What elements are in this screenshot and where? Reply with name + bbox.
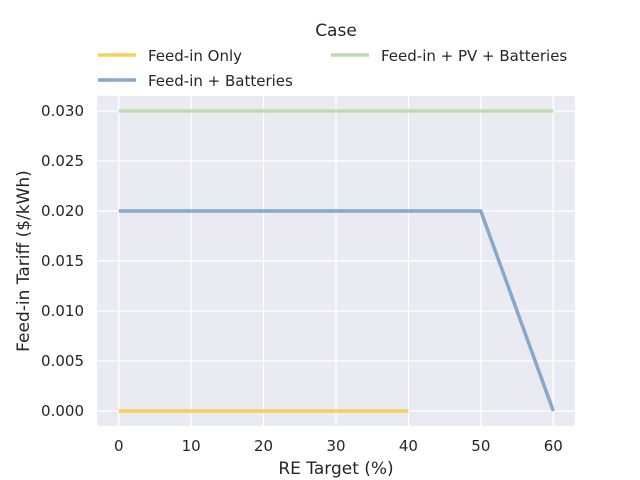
y-tick-label: 0.020 [41,202,84,220]
y-tick-label: 0.010 [41,302,84,320]
y-tick-label: 0.015 [41,252,84,270]
legend-label-feed-in-only: Feed-in Only [148,47,242,65]
legend-label-feed-in-pv-batteries: Feed-in + PV + Batteries [381,47,567,65]
series-line-feed-in-batteries [118,209,555,412]
x-tick-label: 30 [326,437,345,455]
y-axis-label: Feed-in Tariff ($/kWh) [14,170,34,352]
y-tick-label: 0.030 [41,102,84,120]
legend-label-feed-in-batteries: Feed-in + Batteries [148,72,293,90]
y-tick-label: 0.000 [41,402,84,420]
x-tick-label: 60 [544,437,563,455]
x-tick-labels: 0 10 20 30 40 50 60 [114,437,563,455]
y-tick-labels: 0.000 0.005 0.010 0.015 0.020 0.025 0.030 [41,102,84,420]
x-tick-label: 10 [182,437,201,455]
x-tick-label: 40 [399,437,418,455]
x-tick-label: 20 [254,437,273,455]
legend-title: Case [315,21,357,41]
x-tick-label: 0 [114,437,124,455]
y-tick-label: 0.025 [41,152,84,170]
x-axis-label: RE Target (%) [278,459,393,479]
x-tick-label: 50 [471,437,490,455]
legend: Case Feed-in Only Feed-in + Batteries Feed… [98,21,567,90]
series-lines [118,109,555,413]
y-tick-label: 0.005 [41,352,84,370]
